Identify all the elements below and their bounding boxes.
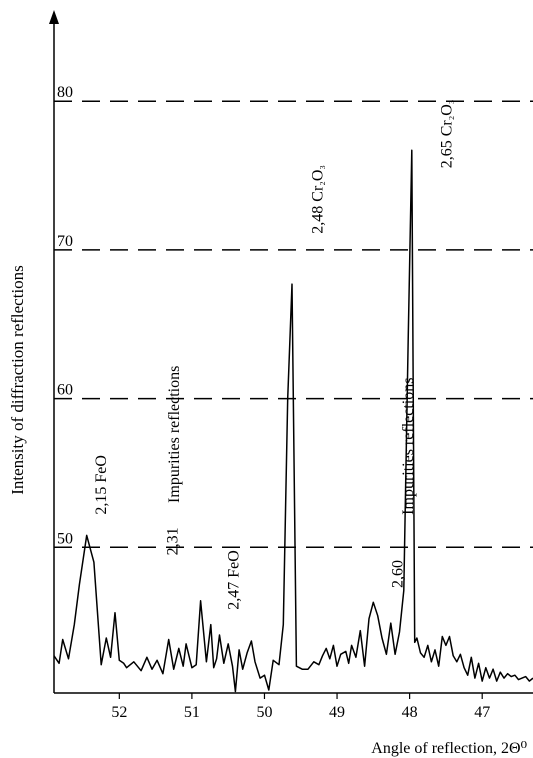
annotation-4: 2,48 Cr₂O₃ <box>310 165 327 234</box>
annotation-1: Impurities reflections <box>166 366 183 503</box>
x-tick-labels: 52 51 50 49 48 47 <box>111 693 490 721</box>
y-axis-label-box: Intensity of diffraction reflections <box>8 230 28 530</box>
annotation-0: 2,15 FeO <box>93 455 110 515</box>
y-tick-labels: 50 60 70 80 <box>57 84 73 547</box>
y-axis-arrow <box>49 10 59 24</box>
x-tick-label-3: 49 <box>329 704 345 721</box>
x-tick-label-4: 48 <box>402 704 418 721</box>
series-line-0 <box>53 149 533 693</box>
annotation-7: 2,60 <box>389 560 406 588</box>
y-tick-label-1: 60 <box>57 382 73 399</box>
x-tick-label-1: 51 <box>184 704 200 721</box>
annotation-6: Impurities reflections <box>400 378 417 515</box>
y-tick-label-3: 80 <box>57 84 73 101</box>
annotation-3: 2,47 FeO <box>225 550 242 610</box>
y-tick-label-0: 50 <box>57 530 73 547</box>
grid-lines <box>54 100 533 549</box>
annotation-2: 2,31 <box>164 527 181 555</box>
axes <box>49 10 533 694</box>
x-axis-label: Angle of reflection, 2Θ⁰ <box>371 740 527 757</box>
y-tick-label-2: 70 <box>57 233 73 250</box>
data-series <box>53 149 533 693</box>
annotations: 2,15 FeO Impurities reflections 2,31 2,47 F… <box>93 100 455 610</box>
annotation-5: 2,65 Cr₂O₃ <box>439 100 456 169</box>
x-tick-label-2: 50 <box>256 704 272 721</box>
x-tick-label-5: 47 <box>474 704 490 721</box>
x-tick-label-0: 52 <box>111 704 127 721</box>
y-axis-label: Intensity of diffraction reflections <box>8 265 27 495</box>
